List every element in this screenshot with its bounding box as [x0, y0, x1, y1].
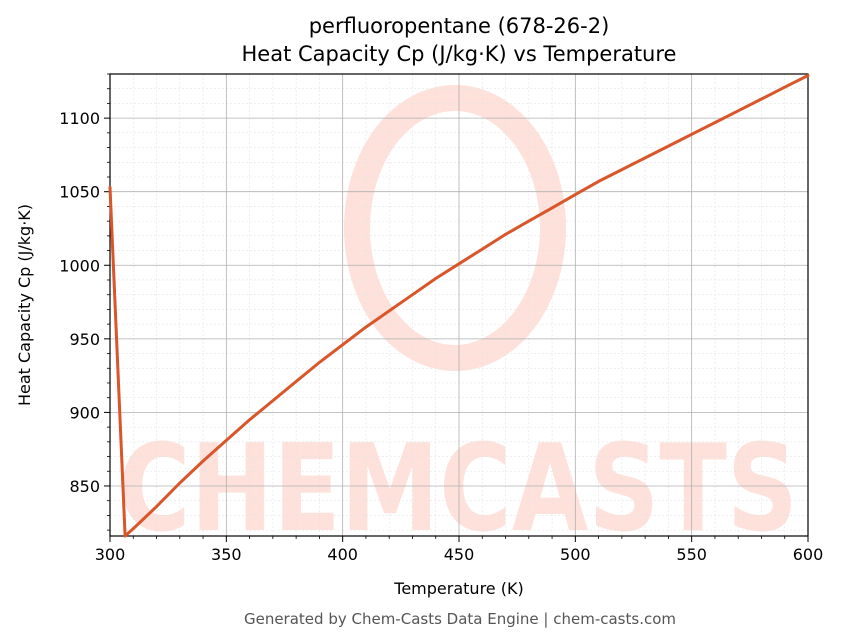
series-layer [108, 74, 810, 538]
x-tick-label: 600 [793, 545, 824, 564]
y-tick-label: 950 [69, 330, 100, 349]
chart-title: perfluoropentane (678-26-2) [309, 14, 610, 38]
watermark-logo-ring [344, 85, 566, 371]
y-axis-label: Heat Capacity Cp (J/kg·K) [15, 204, 34, 406]
x-tick-label: 550 [676, 545, 707, 564]
x-tick-label: 400 [327, 545, 358, 564]
x-tick-labels: 300 350 400 450 500 550 600 [95, 545, 824, 564]
y-tick-label: 1050 [59, 183, 100, 202]
chart-subtitle: Heat Capacity Cp (J/kg·K) vs Temperature [242, 42, 677, 66]
x-tick-label: 300 [95, 545, 126, 564]
y-tick-label: 1100 [59, 109, 100, 128]
y-tick-label: 900 [69, 403, 100, 422]
footer-credit: Generated by Chem-Casts Data Engine | ch… [244, 610, 676, 628]
y-tick-label: 1000 [59, 256, 100, 275]
y-tick-label: 850 [69, 477, 100, 496]
watermark-text: CHEMCASTS [118, 420, 798, 559]
x-axis-label: Temperature (K) [393, 579, 523, 598]
series-line [108, 74, 810, 538]
x-tick-label: 350 [211, 545, 242, 564]
y-tick-labels: 850 900 950 1000 1050 1100 [59, 109, 100, 496]
axis-ticks [104, 73, 809, 542]
x-tick-label: 450 [444, 545, 475, 564]
x-tick-label: 500 [560, 545, 591, 564]
